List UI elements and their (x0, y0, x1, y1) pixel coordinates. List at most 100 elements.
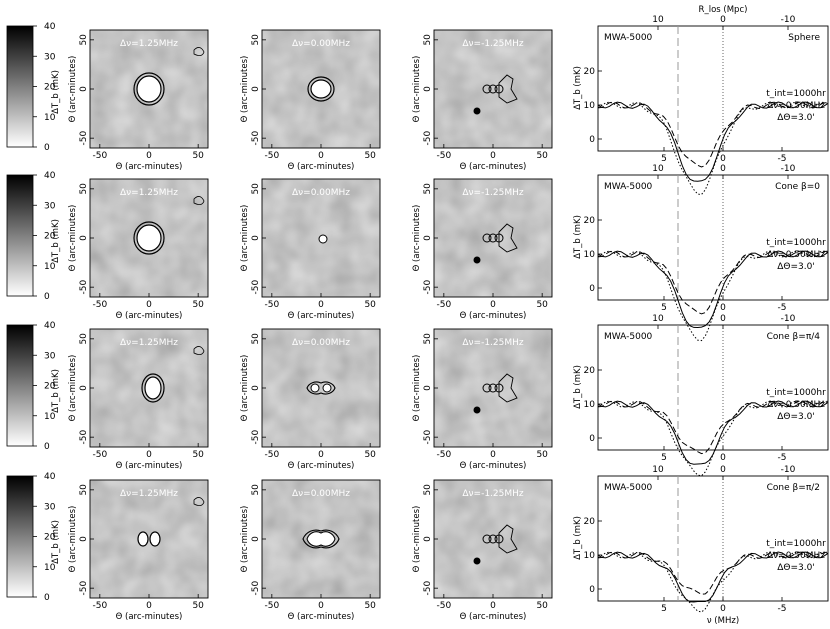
map-ytick-label: -50 (79, 430, 89, 445)
profile-xtick-label: -5 (778, 604, 787, 614)
contour-ellipse (133, 221, 165, 255)
parameter-label: t_int=1000hr (766, 89, 826, 99)
contour-ellipse (136, 75, 162, 103)
colorbar-tick-label: 0 (44, 143, 50, 153)
colorbar-tick-label: 0 (44, 593, 50, 603)
map-xtick-label: 0 (490, 300, 496, 310)
map-xtick-label: -50 (92, 601, 107, 611)
map-xtick-label: 0 (490, 601, 496, 611)
profile-top-xtick-label: 0 (720, 314, 726, 324)
map-xtick-label: -50 (264, 300, 279, 310)
map-xtick-label: 50 (364, 300, 376, 310)
colorbar-tick-label: 40 (44, 321, 56, 331)
profile-ytick-label: 20 (584, 67, 596, 77)
map-ytick-label: -50 (251, 581, 261, 596)
model-label: Sphere (788, 33, 820, 43)
map-xtick-label: 50 (192, 450, 204, 460)
colorbar: 0 10 20 30 40 ΔT_b (mK) (6, 472, 61, 603)
colorbar-tick-label: 30 (44, 201, 56, 211)
profile-ytick-label: 0 (589, 135, 595, 145)
profile-curve (597, 400, 829, 455)
contour-blob (193, 196, 205, 205)
parameter-label: ΔΘ=3.0' (777, 412, 815, 422)
profile-top-xtick-label: 10 (652, 465, 664, 475)
profile-top-xtick-label: 0 (720, 15, 726, 25)
map-ytick-label: 50 (79, 34, 89, 46)
map-ylabel: Θ (arc-minutes) (68, 56, 78, 123)
profile-ytick-label: 0 (589, 585, 595, 595)
map-frequency-label: Δν=1.25MHz (120, 489, 178, 499)
colorbar-tick-label: 10 (44, 412, 56, 422)
contour-blob (498, 524, 518, 554)
map-xtick-label: 0 (146, 450, 152, 460)
colorbar-tick-label: 0 (44, 292, 50, 302)
beam-circle (488, 84, 498, 94)
map-frequency-label: Δν=0.00MHz (292, 489, 350, 499)
colorbar-tick-label: 20 (44, 83, 56, 93)
contour-ellipse (310, 383, 320, 393)
instrument-label: MWA-5000 (604, 483, 653, 493)
profile-xtick-label: -5 (778, 154, 787, 164)
map-ytick-label: 0 (251, 86, 261, 92)
profile-curve (597, 250, 829, 342)
map-xtick-label: -50 (436, 151, 451, 161)
source-dot (473, 557, 481, 565)
contour-blob (193, 346, 205, 355)
profile-ytick-label: 10 (584, 101, 596, 111)
colorbar-gradient (6, 475, 34, 598)
map-ytick-label: 50 (79, 183, 89, 195)
colorbar-tick-label: 10 (44, 563, 56, 573)
contour-ellipse (141, 373, 165, 403)
source-dot (473, 406, 481, 414)
map-xlabel: Θ (arc-minutes) (116, 311, 183, 321)
map-xtick-label: 0 (318, 300, 324, 310)
parameter-label: ΔΘ=3.0' (777, 113, 815, 123)
profile-top-xtick-label: -10 (781, 465, 796, 475)
colorbar-tick-label: 10 (44, 262, 56, 272)
map-ytick-label: -50 (251, 280, 261, 295)
map-xtick-label: 50 (364, 450, 376, 460)
map-frequency-label: Δν=1.25MHz (120, 188, 178, 198)
map-xlabel: Θ (arc-minutes) (116, 461, 183, 471)
map-ytick-label: -50 (79, 280, 89, 295)
colorbar: 0 10 20 30 40 ΔT_b (mK) (6, 171, 61, 302)
map-ytick-label: 0 (79, 536, 89, 542)
map-noise-field (434, 480, 552, 598)
map-ylabel: Θ (arc-minutes) (68, 205, 78, 272)
map-xlabel: Θ (arc-minutes) (288, 612, 355, 622)
map-xtick-label: 0 (318, 450, 324, 460)
map-xtick-label: 50 (536, 601, 548, 611)
profile-ytick-label: 10 (584, 250, 596, 260)
profile-ylabel: ΔT_b (mK) (573, 66, 583, 110)
map-xtick-label: -50 (436, 300, 451, 310)
map-xtick-label: 0 (146, 300, 152, 310)
map-xtick-label: 50 (192, 601, 204, 611)
map-ytick-label: 0 (251, 235, 261, 241)
map-ytick-label: 50 (79, 333, 89, 345)
map-xtick-label: -50 (264, 601, 279, 611)
profile-ytick-label: 10 (584, 400, 596, 410)
map-xlabel: Θ (arc-minutes) (460, 162, 527, 172)
map-ylabel: Θ (arc-minutes) (68, 506, 78, 573)
profile-xtick-label: 5 (661, 303, 667, 313)
map-ytick-label: -50 (423, 430, 433, 445)
beam-circle (482, 383, 492, 393)
map-xtick-label: 50 (192, 300, 204, 310)
colorbar-gradient (6, 174, 34, 297)
parameter-label: t_int=1000hr (766, 238, 826, 248)
map-ytick-label: 50 (251, 34, 261, 46)
beam-circle (482, 84, 492, 94)
beam-circle (488, 383, 498, 393)
map-xlabel: Θ (arc-minutes) (116, 612, 183, 622)
map-xlabel: Θ (arc-minutes) (460, 311, 527, 321)
beam-circle (482, 233, 492, 243)
contour-blob (498, 373, 518, 403)
source-dot (473, 256, 481, 264)
profile-top-xtick-label: 0 (720, 164, 726, 174)
map-frequency-label: Δν=-1.25MHz (462, 338, 524, 348)
map-xtick-label: 0 (490, 151, 496, 161)
map-ytick-label: 0 (79, 235, 89, 241)
